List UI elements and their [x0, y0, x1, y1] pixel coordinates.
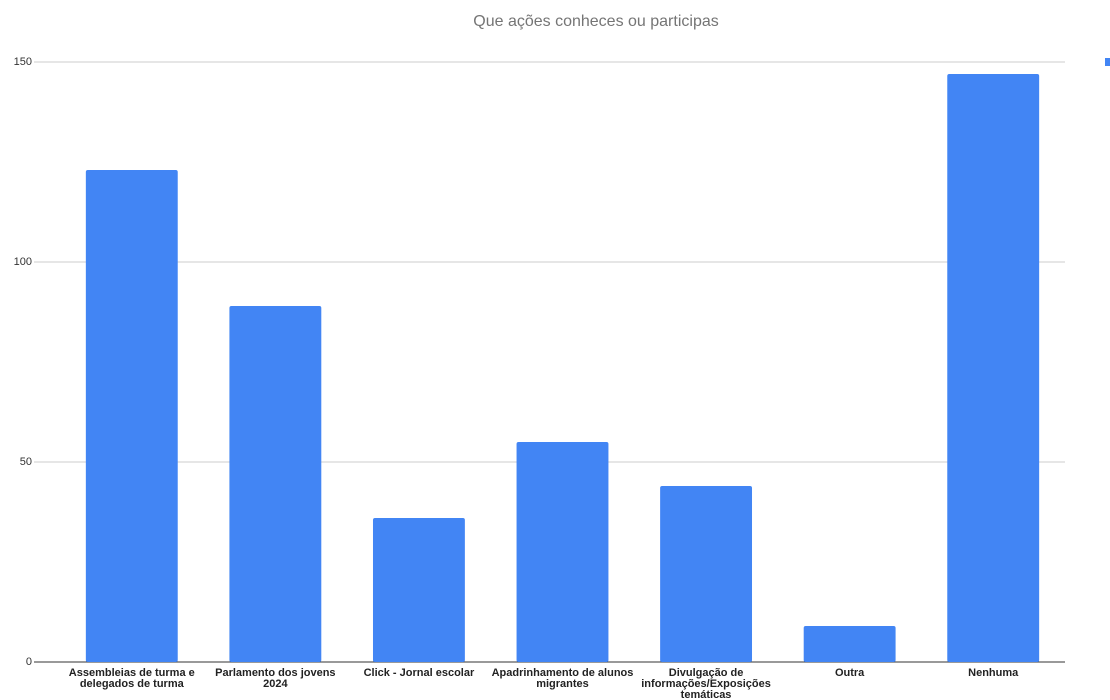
x-tick-label: Nenhuma: [968, 667, 1019, 679]
bar: [516, 442, 609, 662]
x-tick-label: Outra: [834, 667, 865, 679]
legend-swatch: [1105, 58, 1110, 66]
bar: [85, 170, 178, 662]
y-tick-label: 50: [20, 456, 32, 468]
bar: [803, 626, 896, 662]
y-tick-label: 0: [26, 656, 32, 668]
bar: [660, 486, 753, 662]
bar: [947, 74, 1040, 662]
x-tick-label: Apadrinhamento de alunos migrantes: [491, 667, 634, 690]
y-tick-label: 150: [14, 56, 32, 68]
x-tick-label: Assembleias de turma e delegados de turm…: [68, 667, 195, 690]
x-tick-label: Divulgação de informações/Exposições tem…: [641, 667, 771, 700]
y-tick-label: 100: [14, 256, 32, 268]
bar: [372, 518, 465, 662]
x-tick-label: Parlamento dos jovens 2024: [215, 667, 336, 690]
chart-title: Que ações conheces ou participas: [473, 13, 718, 30]
x-tick-label: Click - Jornal escolar: [363, 667, 475, 679]
bar: [229, 306, 322, 662]
